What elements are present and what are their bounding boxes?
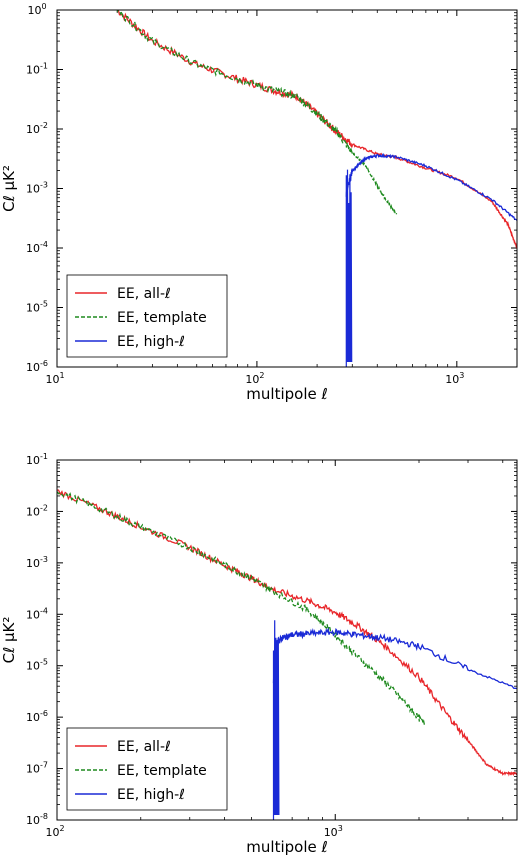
y-tick-label: 10-8 — [26, 812, 48, 827]
y-tick-base: 10 — [26, 454, 40, 467]
y-tick-exponent: -2 — [40, 503, 48, 512]
y-tick-base: 10 — [26, 183, 40, 196]
y-tick-base: 10 — [26, 763, 40, 776]
y-tick-exponent: -4 — [40, 606, 48, 615]
y-tick-exponent: -3 — [40, 555, 48, 564]
plot-frame — [56, 459, 518, 821]
y-tick-exponent: -2 — [40, 121, 48, 130]
y-tick-label: 10-2 — [26, 121, 48, 136]
y-tick-base: 10 — [26, 242, 40, 255]
x-tick-exponent: 3 — [459, 371, 464, 380]
y-tick-exponent: -5 — [40, 300, 48, 309]
y-tick-exponent: -3 — [40, 181, 48, 190]
y-axis-label: Cℓ μK² — [0, 165, 18, 212]
series-line-3 — [345, 152, 517, 221]
x-axis-label: multipole ℓ — [246, 838, 327, 856]
x-tick-label: 102 — [45, 824, 64, 839]
y-tick-label: 10-6 — [26, 709, 48, 724]
y-tick-exponent: -1 — [40, 452, 48, 461]
legend-box — [66, 274, 228, 358]
x-tick-exponent: 2 — [59, 824, 64, 833]
y-tick-base: 10 — [26, 557, 40, 570]
legend-label-2: EE, template — [117, 310, 207, 326]
y-tick-base: 10 — [26, 361, 40, 374]
series-high-ell-spikes — [272, 620, 280, 820]
y-tick-exponent: -6 — [40, 359, 48, 368]
y-tick-base: 10 — [26, 660, 40, 673]
series-line-3 — [272, 626, 517, 690]
legend-box — [66, 727, 228, 811]
series-layer — [116, 10, 517, 367]
legend-label-3: EE, high-ℓ — [117, 334, 185, 350]
y-tick-base: 10 — [26, 608, 40, 621]
x-tick-label: 103 — [324, 824, 343, 839]
x-tick-label: 102 — [245, 371, 264, 386]
y-tick-exponent: -6 — [40, 709, 48, 718]
y-tick-exponent: -1 — [40, 62, 48, 71]
y-tick-base: 10 — [26, 505, 40, 518]
x-tick-base: 10 — [245, 373, 259, 386]
series-line-1 — [57, 489, 517, 777]
y-tick-exponent: 0 — [41, 2, 46, 11]
y-tick-base: 10 — [26, 711, 40, 724]
y-tick-label: 10-3 — [26, 555, 48, 570]
x-tick-base: 10 — [45, 826, 59, 839]
legend-label-1: EE, all-ℓ — [117, 286, 171, 302]
y-tick-base: 10 — [26, 814, 40, 827]
y-axis-label: Cℓ μK² — [0, 617, 18, 664]
x-axis-label: multipole ℓ — [246, 385, 327, 403]
y-tick-label: 10-5 — [26, 300, 48, 315]
x-tick-exponent: 2 — [259, 371, 264, 380]
x-tick-label: 103 — [445, 371, 464, 386]
y-tick-base: 10 — [26, 64, 40, 77]
x-tick-exponent: 1 — [59, 371, 64, 380]
x-tick-base: 10 — [45, 373, 59, 386]
x-tick-label: 101 — [45, 371, 64, 386]
series-line-2 — [116, 10, 398, 215]
y-tick-label: 10-4 — [26, 240, 48, 255]
x-tick-base: 10 — [324, 826, 338, 839]
y-tick-base: 10 — [26, 123, 40, 136]
y-tick-label: 10-7 — [26, 761, 48, 776]
series-line-2 — [57, 491, 426, 726]
y-tick-label: 10-1 — [26, 452, 48, 467]
y-tick-exponent: -8 — [40, 812, 48, 821]
series-line-1 — [116, 10, 517, 249]
y-tick-exponent: -7 — [40, 761, 48, 770]
y-tick-label: 10-2 — [26, 503, 48, 518]
y-tick-label: 10-1 — [26, 62, 48, 77]
y-tick-label: 10-5 — [26, 658, 48, 673]
chart-panel-2: 102 10310-110-210-310-410-510-610-710-8mu… — [0, 452, 518, 856]
chart-panel-1: 101 102 10310010-110-210-310-410-510-6mult… — [0, 2, 518, 403]
series-high-ell-spikes — [345, 169, 353, 367]
y-tick-base: 10 — [26, 302, 40, 315]
legend-label-2: EE, template — [117, 763, 207, 779]
legend-label-1: EE, all-ℓ — [117, 739, 171, 755]
x-tick-base: 10 — [445, 373, 459, 386]
y-tick-label: 10-3 — [26, 181, 48, 196]
x-tick-exponent: 3 — [338, 824, 343, 833]
y-tick-label: 100 — [27, 2, 46, 17]
y-tick-label: 10-4 — [26, 606, 48, 621]
y-tick-exponent: -5 — [40, 658, 48, 667]
y-tick-exponent: -4 — [40, 240, 48, 249]
series-layer — [57, 489, 517, 820]
plot-frame — [56, 9, 518, 368]
legend-label-3: EE, high-ℓ — [117, 787, 185, 803]
y-tick-label: 10-6 — [26, 359, 48, 374]
y-tick-base: 10 — [27, 4, 41, 17]
